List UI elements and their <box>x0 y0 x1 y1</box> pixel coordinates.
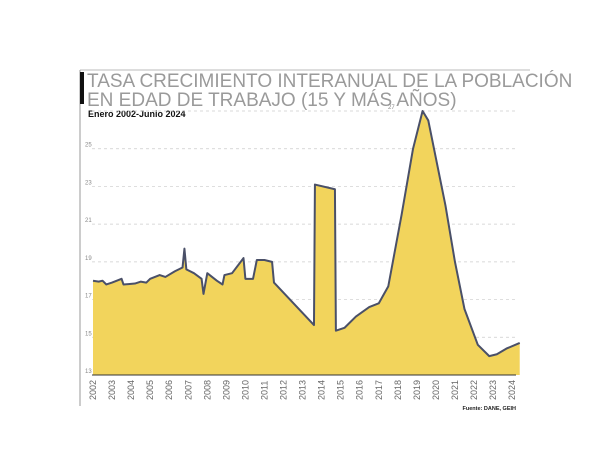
y-tick-label: 15 <box>85 331 92 337</box>
subtitle: Enero 2002-Junio 2024 <box>88 109 186 119</box>
x-tick-label: 2020 <box>431 380 441 400</box>
x-tick-label: 2014 <box>317 380 327 400</box>
area-fill <box>93 111 520 375</box>
x-tick-label: 2009 <box>221 380 231 400</box>
series-line <box>92 110 521 358</box>
x-tick-label: 2016 <box>355 380 365 400</box>
x-tick-label: 2007 <box>183 380 193 400</box>
x-tick-label: 2010 <box>240 380 250 400</box>
y-tick-label: 27 <box>388 105 395 111</box>
title-line-1: TASA CRECIMIENTO INTERANUAL DE LA POBLAC… <box>87 70 572 92</box>
x-tick-label: 2018 <box>393 380 403 400</box>
title-line-2: EN EDAD DE TRABAJO (15 Y MÁS AÑOS) <box>87 89 457 111</box>
x-tick-label: 2002 <box>88 380 98 400</box>
y-tick-label: 13 <box>85 369 92 375</box>
x-tick-label: 2011 <box>259 381 269 400</box>
x-tick-label: 2017 <box>374 380 384 400</box>
y-tick-label: 21 <box>85 218 92 224</box>
x-tick-label: 2015 <box>336 380 346 400</box>
x-tick-label: 2006 <box>164 380 174 400</box>
x-tick-label: 2022 <box>469 380 479 400</box>
y-tick-label: 19 <box>85 256 92 262</box>
x-tick-label: 2021 <box>450 380 460 400</box>
x-tick-label: 2005 <box>145 380 155 400</box>
x-tick-label: 2012 <box>279 380 289 400</box>
x-tick-label: 2004 <box>126 380 136 400</box>
x-tick-label: 2019 <box>412 380 422 400</box>
x-tick-label: 2023 <box>488 380 498 400</box>
y-tick-label: 17 <box>85 294 92 300</box>
x-tick-label: 2024 <box>507 380 517 400</box>
x-tick-label: 2013 <box>298 380 308 400</box>
x-tick-label: 2003 <box>107 380 117 400</box>
title-bar <box>80 72 84 104</box>
source-note: Fuente: DANE, GEIH <box>463 406 517 412</box>
x-ticks: 2002 2003 2004 2005 2006 2007 2008 2009 2010 2011… <box>88 380 517 400</box>
x-tick-label: 2008 <box>202 380 212 400</box>
y-tick-label: 25 <box>85 143 92 149</box>
y-tick-label: 23 <box>85 180 92 186</box>
